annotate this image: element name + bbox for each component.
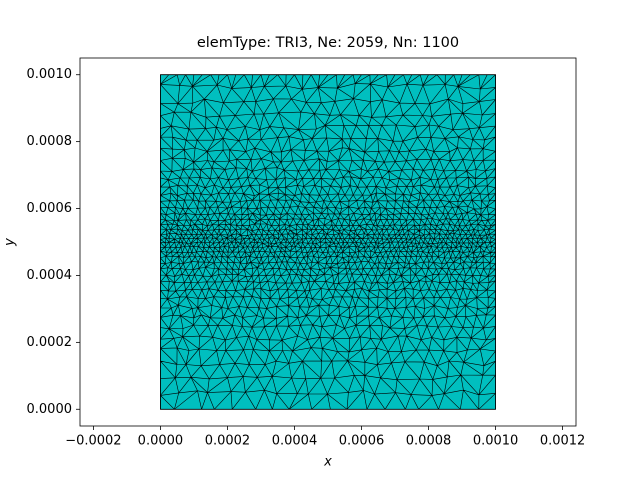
mesh-edges xyxy=(160,74,496,410)
y-tick-label: 0.0000 xyxy=(27,402,73,417)
x-axis-label: x xyxy=(323,455,332,470)
y-tick-label: 0.0004 xyxy=(27,268,73,283)
y-tick-label: 0.0010 xyxy=(27,67,73,82)
x-tick-label: 0.0008 xyxy=(406,434,452,449)
x-tick-label: −0.0002 xyxy=(65,434,121,449)
y-tick-label: 0.0008 xyxy=(27,134,73,149)
y-axis-label: y xyxy=(3,238,18,247)
x-tick-label: 0.0004 xyxy=(272,434,318,449)
x-tick-label: 0.0000 xyxy=(138,434,184,449)
x-tick-label: 0.0006 xyxy=(339,434,385,449)
y-tick-label: 0.0002 xyxy=(27,335,73,350)
chart-title: elemType: TRI3, Ne: 2059, Nn: 1100 xyxy=(197,35,459,51)
y-tick-label: 0.0006 xyxy=(27,201,73,216)
x-tick-label: 0.0010 xyxy=(473,434,519,449)
x-tick-label: 0.0012 xyxy=(540,434,586,449)
x-tick-label: 0.0002 xyxy=(205,434,251,449)
axes-frame xyxy=(79,57,577,427)
